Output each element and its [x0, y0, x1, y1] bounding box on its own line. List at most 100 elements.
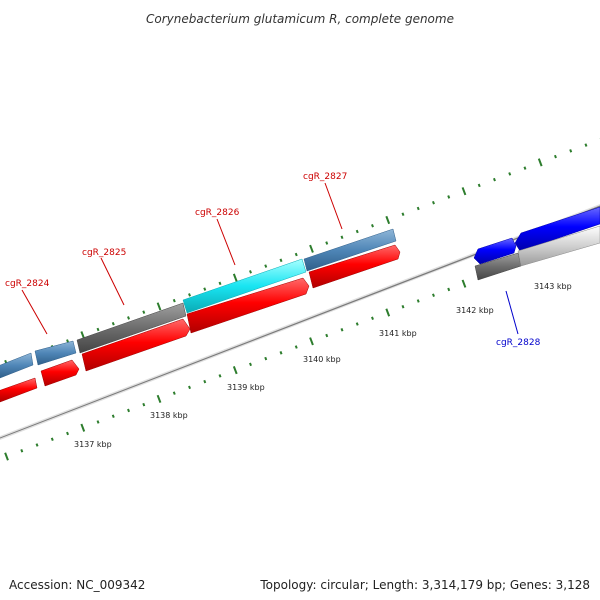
- major-tick: [80, 423, 86, 432]
- tick-label: 3140 kbp: [303, 355, 341, 364]
- reverse-cds-track: [473, 206, 600, 281]
- minor-tick: [340, 328, 344, 332]
- minor-tick: [264, 356, 268, 361]
- cds-arrow[interactable]: [514, 206, 600, 252]
- minor-tick: [172, 298, 176, 303]
- major-tick: [309, 337, 314, 346]
- minor-tick: [523, 166, 527, 170]
- minor-tick: [50, 437, 54, 441]
- minor-tick: [325, 333, 329, 338]
- cds-arrow[interactable]: [0, 377, 38, 403]
- gene-labels: cgR_2824 cgR_2825 cgR_2826 cgR_2827 cgR_…: [5, 172, 541, 348]
- cds-arrow[interactable]: [186, 277, 310, 334]
- major-tick: [232, 273, 238, 282]
- minor-tick: [279, 351, 283, 355]
- topology-summary: Topology: circular; Length: 3,314,179 bp…: [260, 578, 590, 592]
- minor-tick: [584, 143, 588, 147]
- minor-tick: [416, 206, 420, 211]
- minor-tick: [249, 270, 252, 274]
- minor-tick: [96, 420, 100, 424]
- minor-tick: [447, 195, 451, 199]
- minor-tick: [493, 177, 496, 182]
- forward-cds-track: [0, 244, 401, 403]
- major-tick: [80, 331, 86, 340]
- leader-line: [324, 182, 343, 230]
- minor-tick: [203, 379, 207, 384]
- backbone: [0, 204, 600, 440]
- major-tick: [309, 244, 314, 253]
- outer-tick-line: [4, 137, 600, 369]
- minor-tick: [477, 183, 481, 188]
- tick-label: 3141 kbp: [379, 329, 417, 338]
- feature-block[interactable]: [76, 302, 187, 354]
- tick-label: 3138 kbp: [150, 411, 188, 420]
- minor-tick: [401, 304, 405, 309]
- minor-tick: [218, 374, 222, 378]
- leader-line: [216, 218, 236, 266]
- feature-block[interactable]: [303, 228, 397, 272]
- minor-tick: [20, 449, 24, 453]
- major-tick: [461, 187, 467, 196]
- minor-tick: [66, 339, 70, 343]
- minor-tick: [127, 316, 130, 320]
- minor-tick: [294, 345, 298, 349]
- minor-tick: [554, 154, 557, 159]
- major-tick: [156, 302, 162, 311]
- minor-tick: [325, 241, 329, 245]
- map-title: Corynebacterium glutamicum R, complete g…: [146, 12, 454, 26]
- minor-tick: [340, 235, 344, 240]
- minor-tick: [188, 293, 191, 297]
- tick-label: 3139 kbp: [227, 383, 265, 392]
- major-tick: [537, 158, 543, 167]
- gene-label[interactable]: cgR_2827: [303, 172, 347, 182]
- feature-block[interactable]: [34, 340, 77, 366]
- gene-label[interactable]: cgR_2826: [195, 208, 240, 218]
- minor-tick: [142, 402, 146, 407]
- feature-block[interactable]: [517, 225, 600, 267]
- minor-tick: [355, 229, 359, 234]
- minor-tick: [447, 287, 451, 292]
- outer-feature-track: [0, 228, 397, 379]
- tick-label: 3143 kbp: [534, 282, 572, 291]
- major-tick: [232, 366, 238, 375]
- minor-tick: [508, 172, 512, 176]
- minor-tick: [355, 322, 359, 326]
- minor-tick: [127, 408, 130, 413]
- minor-tick: [432, 200, 435, 205]
- cds-arrow[interactable]: [40, 359, 80, 387]
- minor-tick: [218, 281, 222, 286]
- minor-tick: [66, 431, 70, 436]
- tick-labels: 3137 kbp 3138 kbp 3139 kbp 3140 kbp 3141…: [74, 282, 572, 449]
- major-tick: [385, 308, 391, 317]
- minor-tick: [35, 443, 39, 447]
- gene-label[interactable]: cgR_2828: [496, 338, 541, 348]
- minor-tick: [188, 385, 191, 390]
- leader-line: [100, 257, 125, 306]
- major-tick: [156, 394, 162, 404]
- cds-arrow[interactable]: [81, 318, 191, 372]
- minor-tick: [142, 310, 146, 314]
- major-tick: [4, 452, 9, 461]
- minor-tick: [416, 299, 420, 303]
- minor-tick: [569, 149, 573, 153]
- minor-tick: [401, 212, 405, 216]
- minor-tick: [371, 223, 374, 228]
- minor-tick: [111, 414, 115, 418]
- tick-label: 3142 kbp: [456, 306, 494, 315]
- leader-line: [21, 289, 48, 335]
- minor-tick: [203, 287, 207, 291]
- leader-line: [505, 290, 519, 335]
- feature-block[interactable]: [182, 258, 307, 314]
- feature-block[interactable]: [0, 352, 34, 379]
- minor-tick: [172, 391, 176, 395]
- gene-label[interactable]: cgR_2825: [82, 248, 126, 258]
- minor-tick: [111, 321, 115, 326]
- minor-tick: [294, 252, 298, 257]
- tick-label: 3137 kbp: [74, 440, 112, 449]
- cds-arrow[interactable]: [308, 244, 401, 289]
- cds-arrow[interactable]: [473, 237, 517, 265]
- minor-tick: [432, 293, 435, 297]
- major-tick: [461, 279, 467, 288]
- gene-label[interactable]: cgR_2824: [5, 279, 50, 289]
